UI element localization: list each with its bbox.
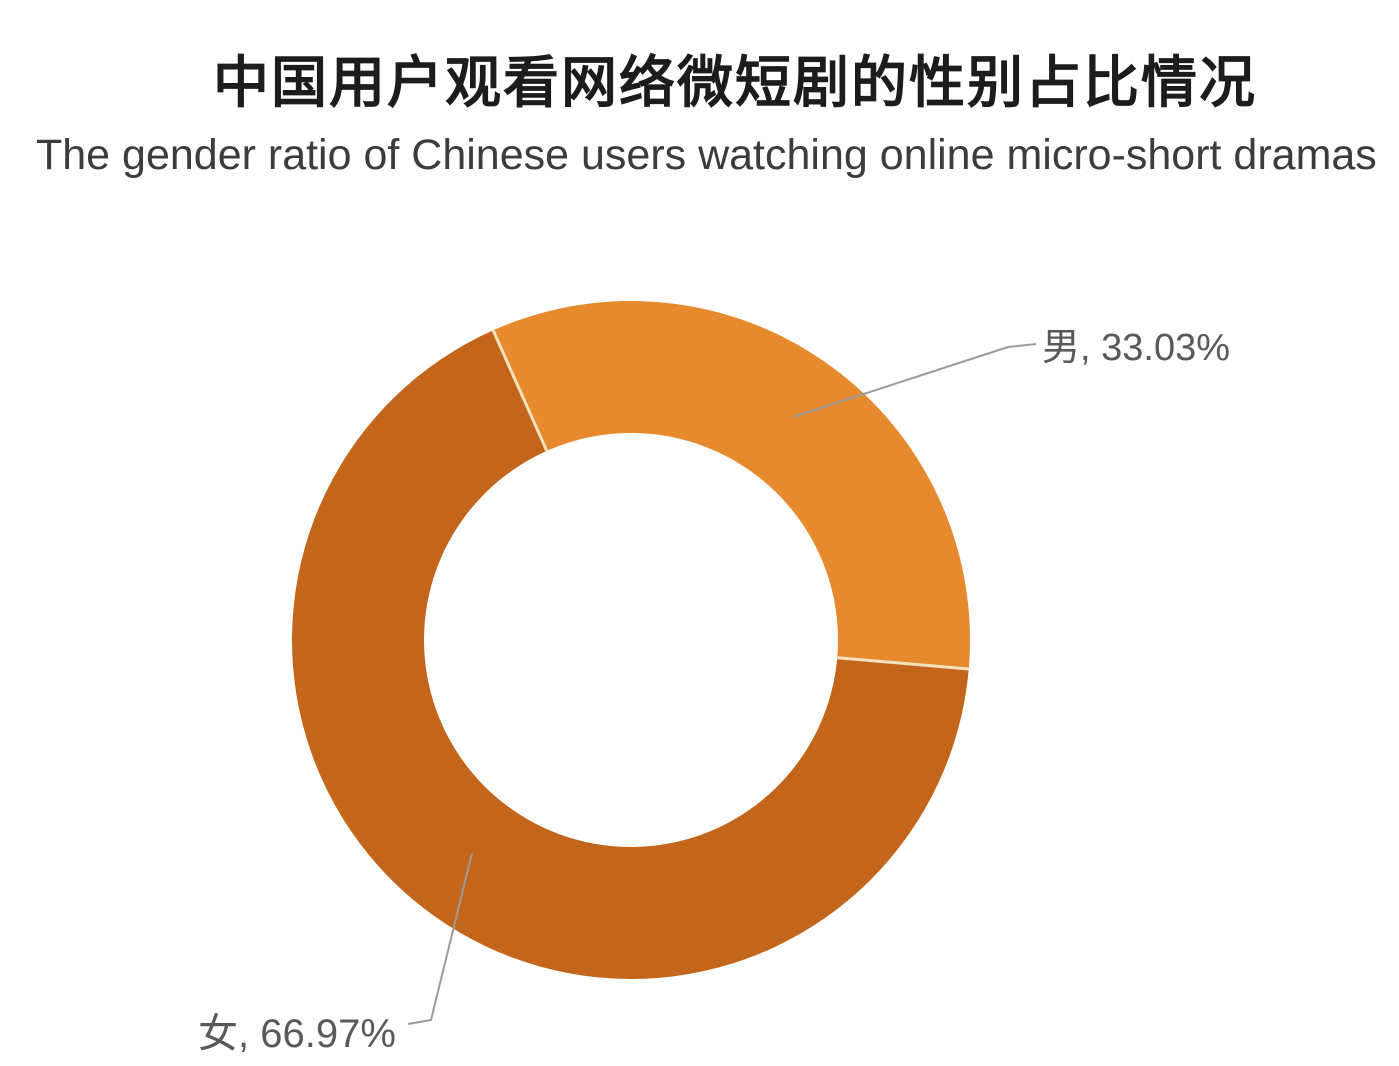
chart-title: 中国用户观看网络微短剧的性别占比情况: [213, 51, 1257, 114]
female-slice: [292, 330, 969, 979]
slice-separator: [836, 656, 970, 671]
male-slice-label: 男, 33.03%: [1042, 327, 1230, 369]
slice-separator: [491, 328, 549, 453]
female-slice-label: 女, 66.97%: [198, 1012, 396, 1056]
female-leader-line: [407, 852, 473, 1025]
male-leader-line: [792, 343, 1037, 418]
chart-subtitle: The gender ratio of Chinese users watchi…: [36, 131, 1377, 179]
male-slice: [493, 300, 970, 670]
